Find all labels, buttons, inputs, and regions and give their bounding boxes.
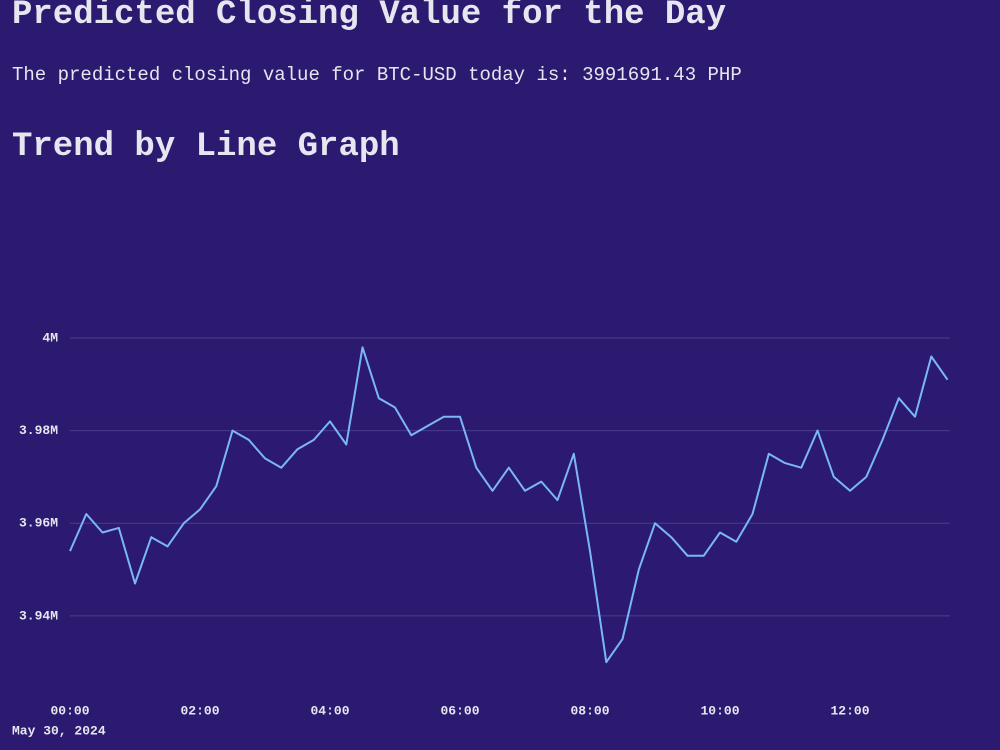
x-tick-label: 04:00 (310, 703, 349, 718)
y-tick-label: 3.98M (19, 423, 58, 438)
date-label: May 30, 2024 (12, 723, 106, 738)
section-title: Trend by Line Graph (12, 128, 400, 166)
x-tick-label: 08:00 (570, 703, 609, 718)
x-tick-label: 02:00 (180, 703, 219, 718)
y-tick-label: 4M (42, 330, 58, 345)
price-line (69, 346, 949, 664)
y-tick-label: 3.94M (19, 608, 58, 623)
page-title: Predicted Closing Value for the Day (12, 0, 727, 34)
prediction-text: The predicted closing value for BTC-USD … (12, 64, 742, 86)
y-tick-label: 3.96M (19, 516, 58, 531)
x-tick-label: 06:00 (440, 703, 479, 718)
x-tick-label: 12:00 (830, 703, 869, 718)
x-tick-label: 00:00 (50, 703, 89, 718)
x-tick-label: 10:00 (700, 703, 739, 718)
